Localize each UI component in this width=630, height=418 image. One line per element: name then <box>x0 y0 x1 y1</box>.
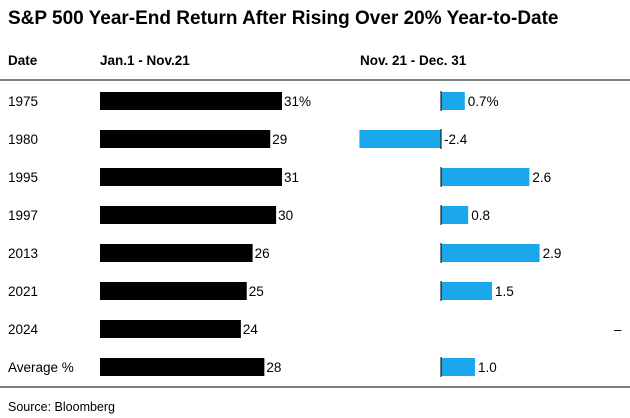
ytd-bar <box>100 130 271 148</box>
year-end-missing-label: – <box>614 322 622 337</box>
chart-row: 1997 30 0.8 <box>8 205 490 225</box>
year-end-bar <box>441 206 469 224</box>
row-label: 2021 <box>8 284 38 299</box>
date-column-header: Date <box>8 53 38 68</box>
series-1-column-header: Jan.1 - Nov.21 <box>100 53 190 68</box>
ytd-bar <box>100 358 265 376</box>
year-end-bar <box>359 130 441 148</box>
year-end-value-label: 1.0 <box>478 360 497 375</box>
row-label: 1997 <box>8 208 38 223</box>
ytd-value-label: 31 <box>284 170 299 185</box>
row-label: Average % <box>8 360 74 375</box>
ytd-value-label: 30 <box>278 208 293 223</box>
year-end-value-label: -2.4 <box>444 132 468 147</box>
ytd-value-label: 25 <box>249 284 264 299</box>
chart-rows: 1975 31% 0.7% 1980 29 -2.4 1995 31 2.6 1997 30 0.8 2… <box>8 91 622 377</box>
ytd-value-label: 28 <box>266 360 281 375</box>
row-label: 1995 <box>8 170 38 185</box>
row-label: 2013 <box>8 246 38 261</box>
ytd-value-label: 24 <box>243 322 259 337</box>
chart-row: 1975 31% 0.7% <box>8 91 499 111</box>
chart-row: Average % 28 1.0 <box>8 357 497 377</box>
year-end-value-label: 1.5 <box>495 284 514 299</box>
year-end-value-label: 2.6 <box>532 170 551 185</box>
ytd-value-label: 29 <box>272 132 287 147</box>
year-end-bar <box>441 282 492 300</box>
ytd-bar <box>100 206 277 224</box>
year-end-bar <box>441 358 475 376</box>
ytd-bar <box>100 92 282 110</box>
ytd-bar <box>100 320 241 338</box>
source-note: Source: Bloomberg <box>8 400 115 414</box>
ytd-bar <box>100 168 282 186</box>
row-label: 1980 <box>8 132 38 147</box>
chart-row: 1980 29 -2.4 <box>8 129 468 149</box>
chart-row: 2013 26 2.9 <box>8 243 561 263</box>
ytd-value-label: 31% <box>284 94 311 109</box>
series-2-column-header: Nov. 21 - Dec. 31 <box>360 53 467 68</box>
year-end-value-label: 2.9 <box>543 246 562 261</box>
chart-row: 2024 24 – <box>8 320 622 338</box>
year-end-value-label: 0.8 <box>471 208 490 223</box>
year-end-bar <box>441 244 540 262</box>
year-end-bar <box>441 168 530 186</box>
year-end-value-label: 0.7% <box>468 94 499 109</box>
ytd-value-label: 26 <box>255 246 270 261</box>
row-label: 2024 <box>8 322 39 337</box>
ytd-bar <box>100 282 247 300</box>
ytd-bar <box>100 244 253 262</box>
chart-row: 2021 25 1.5 <box>8 281 514 301</box>
year-end-bar <box>441 92 465 110</box>
chart-title: S&P 500 Year-End Return After Rising Ove… <box>8 8 559 29</box>
chart-row: 1995 31 2.6 <box>8 167 551 187</box>
row-label: 1975 <box>8 94 38 109</box>
